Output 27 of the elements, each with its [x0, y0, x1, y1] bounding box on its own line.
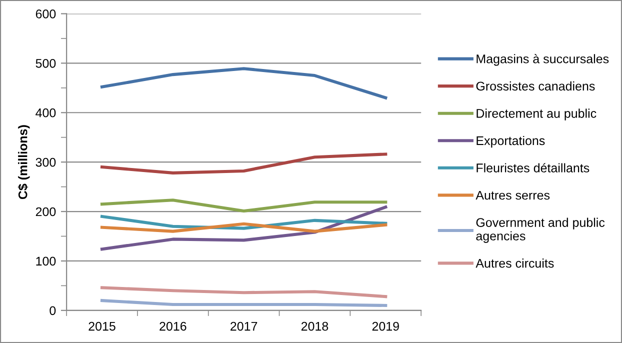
x-tick-label: 2018: [301, 322, 328, 331]
y-tick-label: 500: [36, 58, 56, 68]
line-series: [100, 152, 388, 174]
y-tick-label: 200: [36, 207, 56, 216]
legend-label: Directement au public: [476, 108, 596, 120]
line-series: [100, 198, 388, 213]
y-tick-label: 600: [36, 10, 56, 18]
y-tick-label: 100: [36, 256, 56, 266]
y-tick-label: 400: [36, 108, 56, 118]
legend-label: Autres circuits: [476, 258, 554, 268]
line-series: [100, 222, 388, 233]
x-tick-label: 2016: [160, 322, 186, 331]
x-tick-label: 2015: [88, 322, 116, 331]
y-tick-label: 300: [36, 158, 56, 167]
line-series: [100, 286, 388, 298]
line-series: [100, 206, 388, 251]
x-tick-label: 2019: [372, 322, 399, 331]
legend-label: Grossistes canadiens: [476, 81, 595, 91]
line-series: [100, 67, 388, 100]
legend-label: Autres serres: [476, 190, 550, 200]
legend-label: Exportations: [476, 136, 545, 148]
y-axis-title: C$ (millions): [18, 125, 30, 200]
legend-label: Government and public agencies: [476, 218, 605, 243]
legend-label: Magasins à succursales: [476, 54, 609, 66]
y-tick-label: 0: [50, 306, 56, 316]
legend-label: Fleuristes détaillants: [476, 163, 590, 172]
x-tick-label: 2017: [230, 322, 258, 331]
